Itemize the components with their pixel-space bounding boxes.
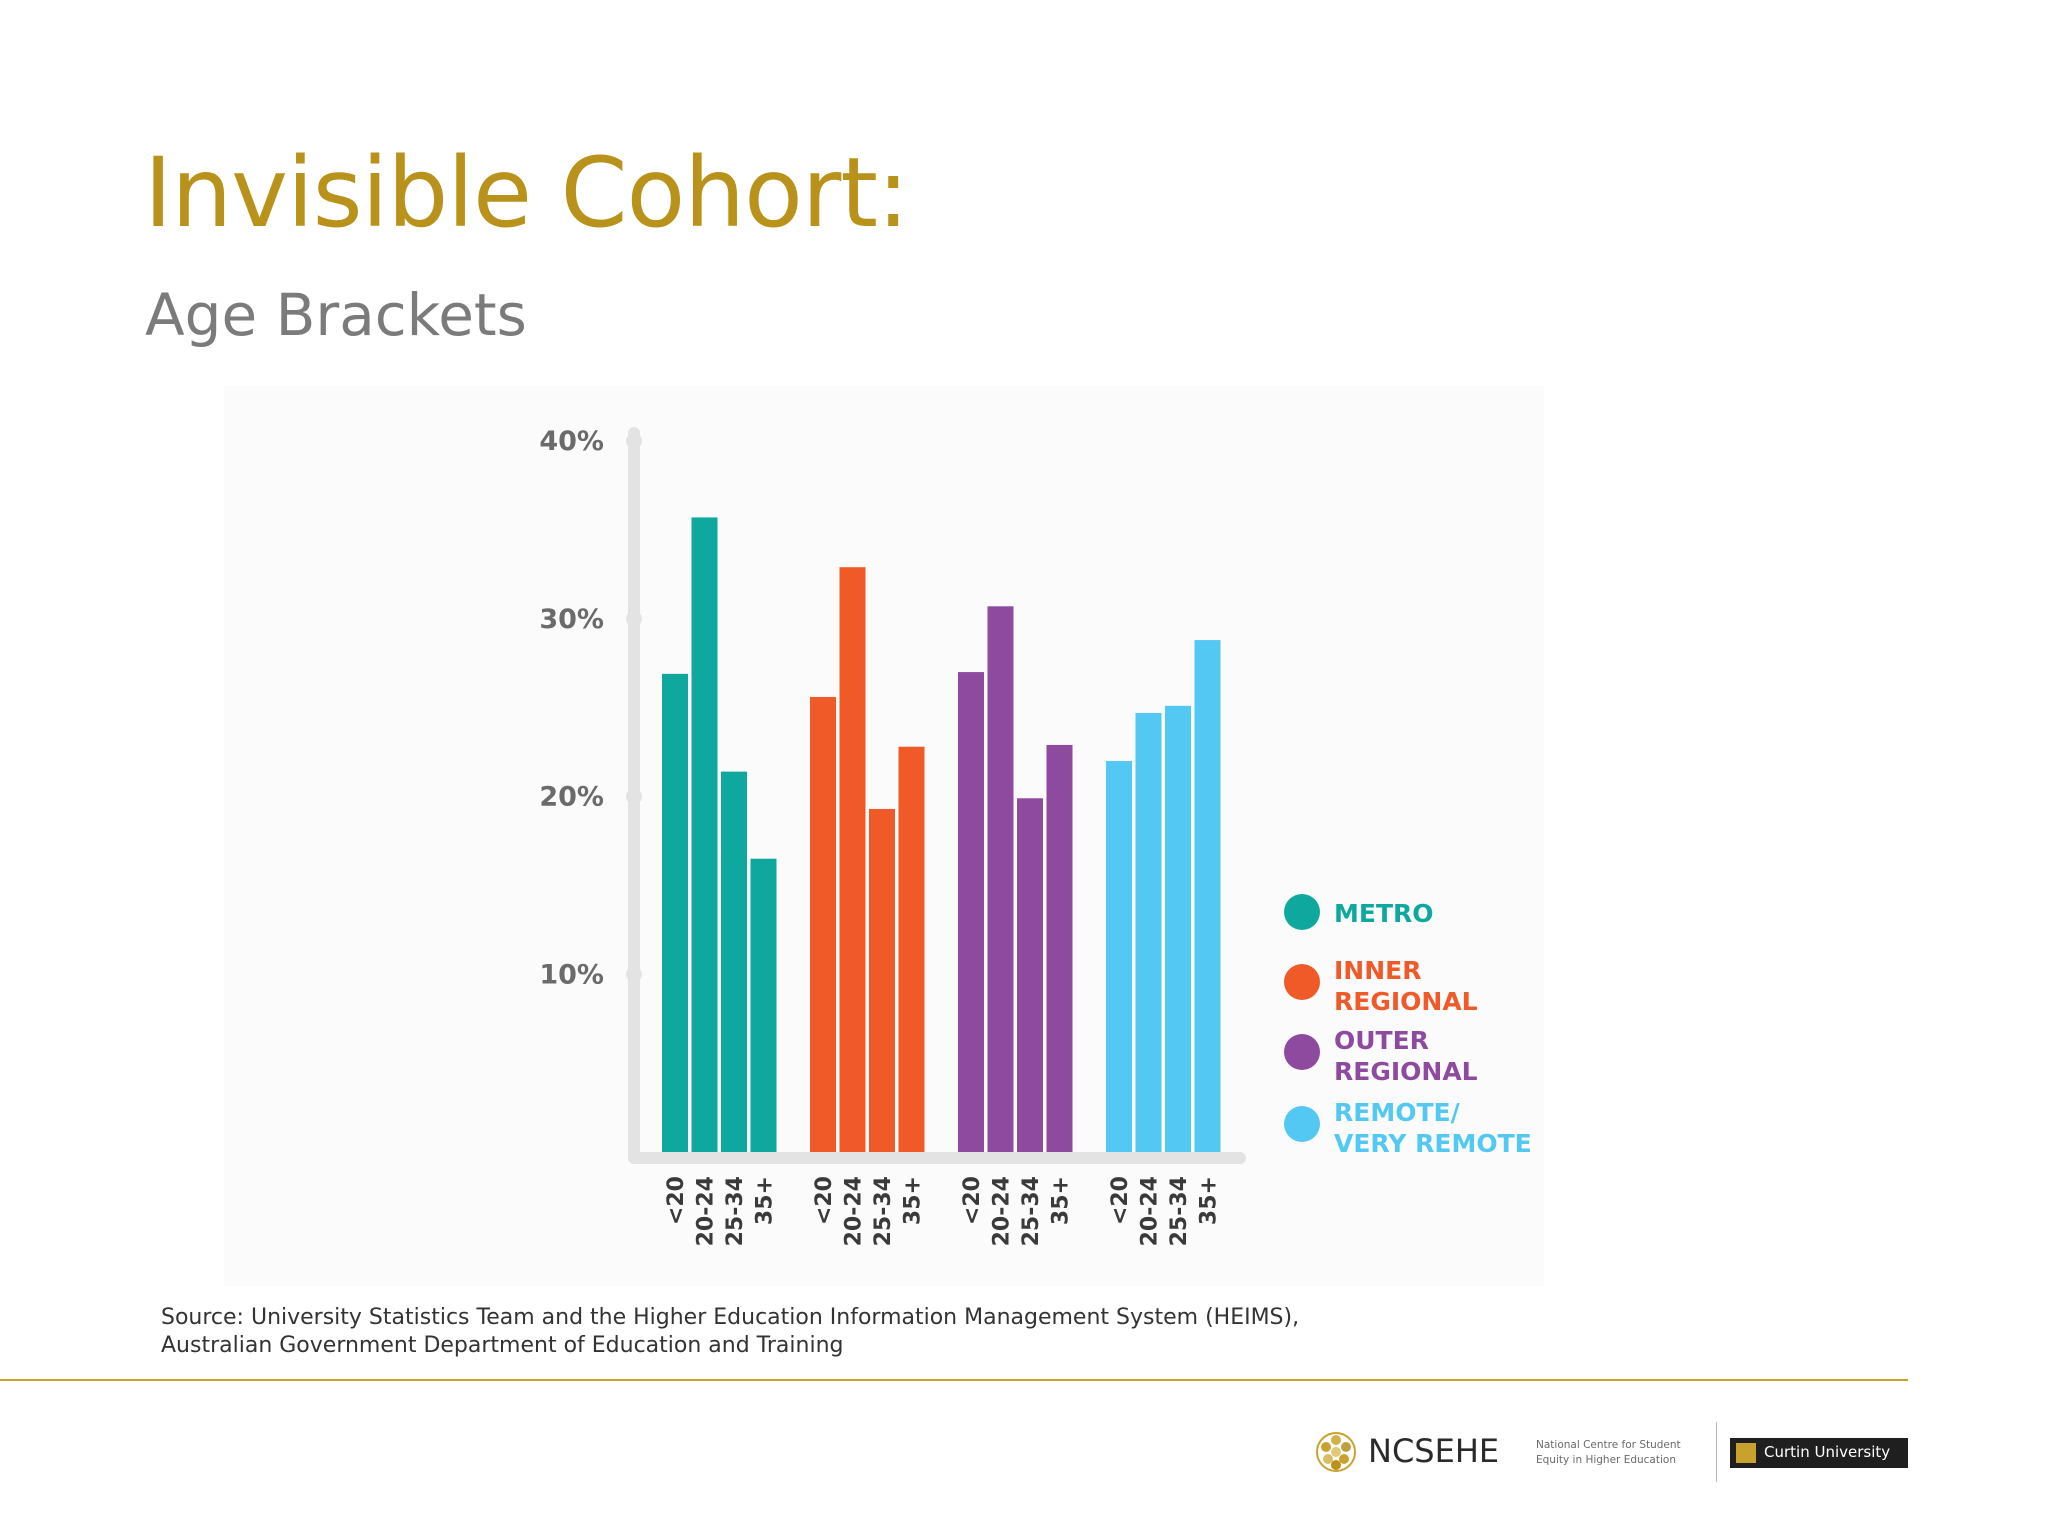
- legend-label-1-1: REGIONAL: [1334, 987, 1478, 1016]
- y-tick-label: 10%: [539, 959, 604, 990]
- x-tick-label: 35+: [1049, 1176, 1074, 1225]
- x-tick-label: 25-34: [723, 1176, 748, 1246]
- bar-0-3: [750, 858, 777, 1152]
- ncsehe-logo-text: NCSEHE: [1368, 1432, 1500, 1470]
- y-tick-mark: [626, 788, 642, 805]
- legend-label-2-0: OUTER: [1334, 1026, 1429, 1055]
- chart-panel: 10% 20% 30% 40% <20 20-24 25-34 35+ <20 20-24 25-3…: [224, 386, 1544, 1286]
- source-line-1: Source: University Statistics Team and t…: [161, 1305, 1300, 1330]
- bar-1-0: [810, 696, 836, 1152]
- x-tick-label: 25-34: [1019, 1176, 1044, 1246]
- legend-swatch-1: [1284, 964, 1320, 1000]
- bar-3-1: [1135, 712, 1162, 1152]
- bar-0-2: [721, 771, 747, 1152]
- x-tick-label: 35+: [1197, 1176, 1222, 1225]
- x-tick-label: <20: [664, 1176, 689, 1225]
- y-tick-label: 20%: [539, 782, 604, 813]
- y-tick-mark: [626, 433, 642, 449]
- logo-divider: [1716, 1422, 1717, 1482]
- bar-1-2: [869, 808, 895, 1152]
- bar-2-0: [958, 672, 984, 1152]
- bar-3-3: [1194, 640, 1221, 1152]
- legend-swatch-3: [1284, 1106, 1320, 1142]
- ncsehe-tagline-1: National Centre for Student: [1536, 1439, 1681, 1451]
- footer-logos: NCSEHE National Centre for Student Equit…: [1314, 1420, 1908, 1482]
- y-tick-mark: [626, 610, 642, 627]
- bar-2-1: [987, 606, 1014, 1152]
- legend-label-2-1: REGIONAL: [1334, 1057, 1478, 1086]
- y-tick-mark: [626, 966, 642, 983]
- ncsehe-tagline: National Centre for Student Equity in Hi…: [1536, 1438, 1681, 1468]
- x-tick-label: 20-24: [842, 1176, 867, 1246]
- x-tick-label: 35+: [901, 1176, 926, 1225]
- ncsehe-logo-icon: [1316, 1432, 1356, 1472]
- legend-label-1-0: INNER: [1334, 956, 1421, 985]
- legend-label-3-1: VERY REMOTE: [1334, 1129, 1532, 1158]
- ncsehe-tagline-2: Equity in Higher Education: [1536, 1454, 1676, 1466]
- bar-2-2: [1017, 798, 1043, 1152]
- x-tick-label: 25-34: [871, 1176, 896, 1246]
- bar-3-0: [1106, 760, 1132, 1152]
- bar-1-3: [898, 746, 925, 1152]
- source-line-2: Australian Government Department of Educ…: [161, 1333, 844, 1358]
- legend-label-0-0: METRO: [1334, 899, 1434, 928]
- bar-0-1: [691, 517, 718, 1152]
- curtin-crest-icon: [1736, 1443, 1756, 1463]
- curtin-logo: Curtin University: [1730, 1438, 1908, 1468]
- y-tick-label: 40%: [539, 426, 604, 457]
- x-tick-label: 20-24: [1138, 1176, 1163, 1246]
- footer-rule: [0, 1379, 1908, 1381]
- x-tick-label: <20: [1108, 1176, 1133, 1225]
- slide-title: Invisible Cohort:: [144, 137, 909, 249]
- x-tick-label: 35+: [753, 1176, 778, 1225]
- source-note: Source: University Statistics Team and t…: [161, 1304, 1299, 1360]
- x-tick-label: 25-34: [1167, 1176, 1192, 1246]
- bar-0-0: [662, 673, 688, 1152]
- slide-subtitle: Age Brackets: [145, 281, 527, 349]
- bar-2-3: [1046, 744, 1073, 1152]
- curtin-logo-text: Curtin University: [1764, 1443, 1891, 1461]
- legend-swatch-0: [1284, 894, 1320, 930]
- x-tick-label: 20-24: [694, 1176, 719, 1246]
- x-tick-label: <20: [812, 1176, 837, 1225]
- y-tick-label: 30%: [539, 604, 604, 635]
- bar-3-2: [1165, 705, 1191, 1152]
- x-tick-label: <20: [960, 1176, 985, 1225]
- legend-swatch-2: [1284, 1034, 1320, 1070]
- x-tick-label: 20-24: [990, 1176, 1015, 1246]
- bar-chart: 10%20%30%40%<20 20-24 25-34 35+ <20 20-24 25-3…: [539, 426, 1532, 1246]
- legend-label-3-0: REMOTE/: [1334, 1098, 1461, 1127]
- bar-1-1: [839, 567, 866, 1152]
